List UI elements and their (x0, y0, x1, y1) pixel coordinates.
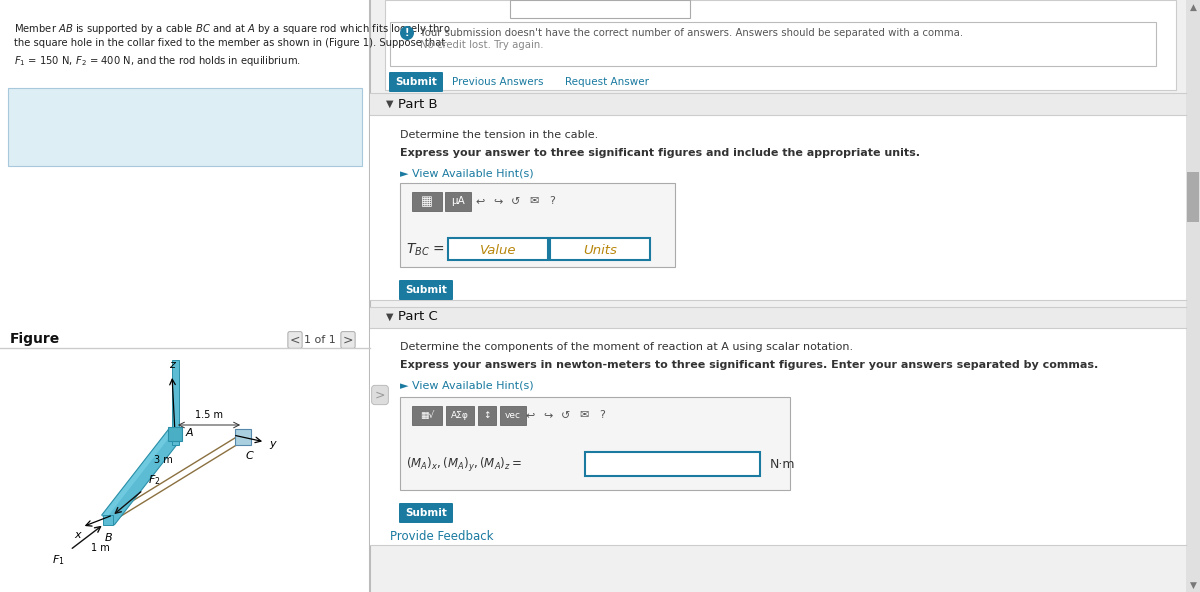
FancyBboxPatch shape (550, 238, 650, 260)
FancyBboxPatch shape (370, 307, 1186, 328)
FancyBboxPatch shape (370, 328, 1186, 545)
Text: Request Answer: Request Answer (565, 77, 649, 87)
Text: $T_{BC}$ =: $T_{BC}$ = (406, 242, 445, 258)
FancyBboxPatch shape (510, 0, 690, 18)
Text: Submit: Submit (406, 508, 446, 518)
Polygon shape (102, 430, 173, 519)
Text: ↺: ↺ (562, 410, 571, 420)
Polygon shape (102, 429, 181, 525)
FancyBboxPatch shape (385, 0, 1176, 90)
FancyBboxPatch shape (370, 115, 1186, 300)
Text: $B$: $B$ (103, 531, 113, 543)
Text: x: x (74, 530, 82, 540)
Text: Determine the tension in the cable.: Determine the tension in the cable. (400, 130, 599, 140)
Text: ↕: ↕ (484, 411, 491, 420)
FancyBboxPatch shape (412, 192, 442, 211)
Text: Express your answer to three significant figures and include the appropriate uni: Express your answer to three significant… (400, 148, 920, 158)
FancyBboxPatch shape (412, 406, 442, 425)
Text: No credit lost. Try again.: No credit lost. Try again. (420, 40, 544, 50)
Text: Determine the components of the moment of reaction at A using scalar notation.: Determine the components of the moment o… (400, 342, 853, 352)
Text: ▼: ▼ (1189, 581, 1196, 590)
Text: ▼: ▼ (386, 312, 394, 322)
Text: ?: ? (550, 197, 554, 207)
Text: $A$: $A$ (185, 426, 194, 438)
Text: ► View Available Hint(s): ► View Available Hint(s) (400, 380, 534, 390)
FancyBboxPatch shape (389, 72, 443, 92)
FancyBboxPatch shape (0, 0, 370, 592)
Text: the square hole in the collar fixed to the member as shown in (Figure 1). Suppos: the square hole in the collar fixed to t… (14, 38, 445, 48)
Text: ▲: ▲ (1189, 2, 1196, 11)
Text: >: > (374, 388, 385, 401)
FancyBboxPatch shape (390, 22, 1156, 66)
Text: ↪: ↪ (544, 410, 553, 420)
FancyBboxPatch shape (103, 515, 113, 525)
FancyBboxPatch shape (446, 406, 474, 425)
Text: <: < (289, 333, 300, 346)
Text: ▼: ▼ (386, 99, 394, 109)
FancyBboxPatch shape (500, 406, 526, 425)
Circle shape (400, 26, 414, 40)
Text: $(M_A)_x, (M_A)_y, (M_A)_z =$: $(M_A)_x, (M_A)_y, (M_A)_z =$ (406, 456, 522, 474)
FancyBboxPatch shape (398, 280, 454, 300)
Text: ↩: ↩ (475, 197, 485, 207)
Text: !: ! (404, 28, 409, 38)
FancyBboxPatch shape (478, 406, 496, 425)
FancyBboxPatch shape (448, 238, 548, 260)
Text: $F_2$: $F_2$ (148, 473, 161, 487)
Text: ΑΣφ: ΑΣφ (451, 411, 469, 420)
Text: y: y (269, 439, 276, 449)
FancyBboxPatch shape (370, 93, 1186, 115)
Text: Part C: Part C (398, 310, 438, 323)
Text: Your submission doesn't have the correct number of answers. Answers should be se: Your submission doesn't have the correct… (420, 28, 964, 38)
Text: N·m: N·m (770, 458, 796, 471)
FancyBboxPatch shape (398, 503, 454, 523)
Text: Previous Answers: Previous Answers (452, 77, 544, 87)
FancyBboxPatch shape (1187, 172, 1199, 222)
Text: $C$: $C$ (245, 449, 254, 461)
Text: Member $AB$ is supported by a cable $BC$ and at $A$ by a square rod which fits l: Member $AB$ is supported by a cable $BC$… (14, 22, 450, 36)
FancyBboxPatch shape (8, 88, 362, 166)
Text: $F_1$ = 150 N, $F_2$ = 400 N, and the rod holds in equilibrium.: $F_1$ = 150 N, $F_2$ = 400 N, and the ro… (14, 54, 301, 68)
Text: ▦: ▦ (421, 195, 433, 208)
FancyBboxPatch shape (172, 360, 179, 445)
Text: Submit: Submit (395, 77, 437, 87)
Text: Value: Value (480, 243, 516, 256)
Text: ↺: ↺ (511, 197, 521, 207)
Text: ✉: ✉ (529, 197, 539, 207)
FancyBboxPatch shape (235, 429, 251, 445)
FancyBboxPatch shape (370, 0, 1186, 592)
FancyBboxPatch shape (1186, 0, 1200, 592)
Text: ↪: ↪ (493, 197, 503, 207)
Text: ✉: ✉ (580, 410, 589, 420)
Text: vec: vec (505, 411, 521, 420)
Text: 3 m: 3 m (154, 455, 173, 465)
Text: 1.5 m: 1.5 m (194, 410, 223, 420)
FancyBboxPatch shape (400, 397, 790, 490)
Text: ?: ? (599, 410, 605, 420)
Text: ► View Available Hint(s): ► View Available Hint(s) (400, 168, 534, 178)
FancyBboxPatch shape (400, 183, 674, 267)
Text: Figure: Figure (10, 332, 60, 346)
Text: µA: µA (451, 197, 464, 207)
Text: Provide Feedback: Provide Feedback (390, 530, 493, 543)
Text: Part B: Part B (398, 98, 438, 111)
Text: Units: Units (583, 243, 617, 256)
Text: Express your answers in newton-meters to three significant figures. Enter your a: Express your answers in newton-meters to… (400, 360, 1098, 370)
Text: Submit: Submit (406, 285, 446, 295)
FancyBboxPatch shape (586, 452, 760, 476)
Text: ↩: ↩ (526, 410, 535, 420)
Text: $F_1$: $F_1$ (53, 553, 65, 567)
Text: z: z (169, 360, 175, 370)
FancyBboxPatch shape (168, 427, 182, 441)
Text: 1 of 1: 1 of 1 (304, 335, 336, 345)
Text: >: > (343, 333, 353, 346)
Text: ▦√: ▦√ (420, 411, 434, 420)
Text: 1 m: 1 m (91, 543, 109, 553)
FancyBboxPatch shape (445, 192, 470, 211)
